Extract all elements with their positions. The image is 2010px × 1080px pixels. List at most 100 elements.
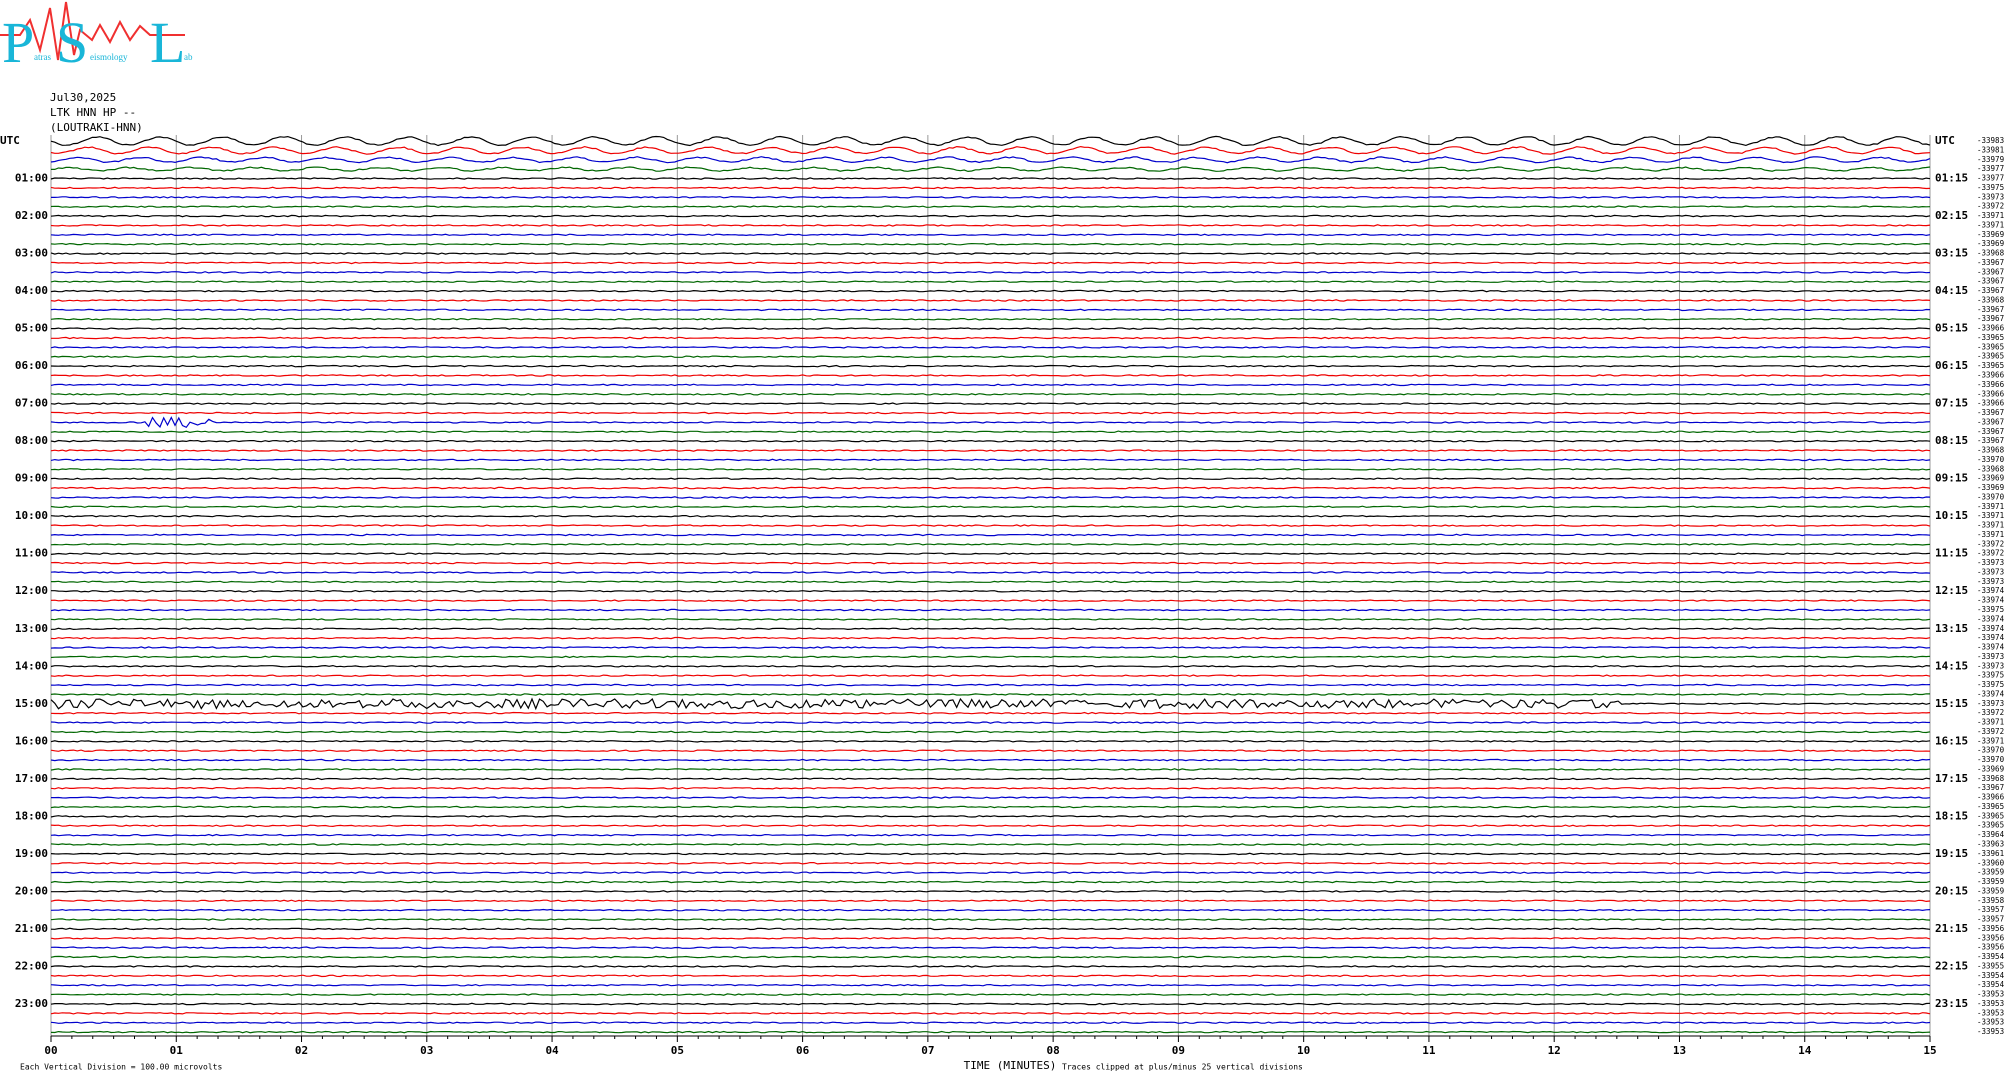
trace-offset: -33965 bbox=[1977, 342, 2004, 351]
right-time-label: 19:15 bbox=[1935, 847, 1968, 860]
right-time-label: 23:15 bbox=[1935, 997, 1968, 1010]
trace-offset: -33973 bbox=[1977, 661, 2004, 670]
x-tick-label: 12 bbox=[1548, 1044, 1561, 1057]
trace-offset: -33964 bbox=[1977, 830, 2005, 839]
trace bbox=[50, 664, 1931, 668]
trace-offset: -33973 bbox=[1977, 577, 2004, 586]
trace bbox=[50, 843, 1931, 846]
date: Jul30,2025 bbox=[50, 91, 116, 104]
trace bbox=[50, 402, 1931, 405]
trace bbox=[51, 580, 1931, 584]
trace bbox=[50, 740, 1931, 743]
x-tick-label: 03 bbox=[420, 1044, 433, 1057]
left-time-label: 03:00 bbox=[15, 247, 48, 260]
trace bbox=[50, 824, 1931, 828]
trace-offset: -33972 bbox=[1977, 727, 2004, 736]
trace-offset: -33967 bbox=[1977, 267, 2004, 276]
trace bbox=[50, 993, 1931, 996]
left-time-label: 10:00 bbox=[15, 509, 48, 522]
x-tick-label: 06 bbox=[796, 1044, 810, 1057]
trace-offset: -33953 bbox=[1977, 990, 2004, 999]
trace bbox=[50, 224, 1931, 227]
logo-word: ab bbox=[184, 52, 193, 62]
trace bbox=[50, 730, 1931, 734]
trace bbox=[50, 374, 1931, 377]
trace-offset: -33956 bbox=[1977, 943, 2005, 952]
logo-word: eismology bbox=[90, 52, 128, 62]
trace-offset: -33971 bbox=[1977, 530, 2004, 539]
x-tick-label: 07 bbox=[921, 1044, 934, 1057]
trace bbox=[51, 796, 1931, 799]
trace-offset: -33967 bbox=[1977, 436, 2004, 445]
trace-offset: -33966 bbox=[1977, 389, 2005, 398]
left-time-label: 01:00 bbox=[15, 172, 48, 185]
x-tick-label: 02 bbox=[295, 1044, 308, 1057]
trace bbox=[50, 711, 1931, 715]
trace-offset: -33953 bbox=[1977, 1018, 2004, 1027]
trace-offset: -33953 bbox=[1977, 1027, 2004, 1036]
trace-offset: -33957 bbox=[1977, 915, 2004, 924]
trace-offset: -33968 bbox=[1977, 464, 2005, 473]
right-time-label: 03:15 bbox=[1935, 247, 1968, 260]
trace bbox=[50, 468, 1931, 471]
trace bbox=[50, 965, 1930, 968]
trace-offset: -33972 bbox=[1977, 539, 2004, 548]
trace-offset: -33966 bbox=[1977, 371, 2005, 380]
right-time-label: 10:15 bbox=[1935, 509, 1968, 522]
trace-offset: -33966 bbox=[1977, 324, 2005, 333]
right-time-label: 14:15 bbox=[1935, 659, 1968, 672]
trace-offset: -33965 bbox=[1977, 802, 2004, 811]
trace-offset: -33967 bbox=[1977, 408, 2004, 417]
trace-offset: -33970 bbox=[1977, 755, 2005, 764]
trace-offset: -33974 bbox=[1977, 689, 2005, 698]
trace bbox=[50, 271, 1931, 274]
trace-offset: -33975 bbox=[1977, 183, 2004, 192]
trace-offset: -33975 bbox=[1977, 605, 2004, 614]
right-time-label: 09:15 bbox=[1935, 472, 1968, 485]
trace bbox=[50, 308, 1931, 312]
trace bbox=[50, 693, 1931, 696]
right-time-label: 07:15 bbox=[1935, 397, 1968, 410]
trace bbox=[50, 674, 1931, 677]
trace bbox=[50, 749, 1931, 752]
logo-letter: P bbox=[2, 10, 34, 75]
trace bbox=[50, 177, 1931, 180]
right-time-label: 13:15 bbox=[1935, 622, 1968, 635]
trace bbox=[50, 608, 1931, 612]
trace bbox=[50, 1002, 1931, 1006]
left-time-label: 14:00 bbox=[15, 659, 48, 672]
left-time-label: 06:00 bbox=[15, 359, 48, 372]
left-time-label: 18:00 bbox=[15, 809, 48, 822]
trace bbox=[50, 946, 1931, 949]
trace bbox=[50, 261, 1931, 265]
right-time-label: 02:15 bbox=[1935, 209, 1968, 222]
trace-offset: -33958 bbox=[1977, 896, 2005, 905]
logo-wave bbox=[0, 1, 185, 61]
trace bbox=[50, 815, 1931, 818]
trace-offset: -33975 bbox=[1977, 680, 2004, 689]
trace-offset: -33967 bbox=[1977, 314, 2004, 323]
trace-offset: -33969 bbox=[1977, 483, 2004, 492]
right-time-label: 15:15 bbox=[1935, 697, 1968, 710]
trace-offset: -33968 bbox=[1977, 295, 2005, 304]
trace bbox=[50, 505, 1931, 509]
trace-offset: -33966 bbox=[1977, 380, 2005, 389]
trace bbox=[51, 627, 1930, 631]
logo-letter: S bbox=[56, 10, 88, 75]
trace-offset: -33965 bbox=[1977, 352, 2004, 361]
x-tick-label: 10 bbox=[1297, 1044, 1310, 1057]
trace bbox=[50, 317, 1931, 321]
trace-offset: -33973 bbox=[1977, 558, 2004, 567]
trace-offset: -33981 bbox=[1977, 145, 2004, 154]
trace-offset: -33956 bbox=[1977, 933, 2005, 942]
trace bbox=[50, 392, 1931, 396]
trace-offset: -33966 bbox=[1977, 793, 2005, 802]
logo: P S L atras eismology ab bbox=[0, 1, 193, 75]
trace-offset: -33965 bbox=[1977, 361, 2004, 370]
trace-offset: -33969 bbox=[1977, 230, 2004, 239]
left-time-label: 04:00 bbox=[15, 284, 48, 297]
x-tick-label: 11 bbox=[1422, 1044, 1436, 1057]
trace-offset: -33969 bbox=[1977, 764, 2004, 773]
left-time-label: 19:00 bbox=[15, 847, 48, 860]
left-time-label: 22:00 bbox=[15, 959, 48, 972]
